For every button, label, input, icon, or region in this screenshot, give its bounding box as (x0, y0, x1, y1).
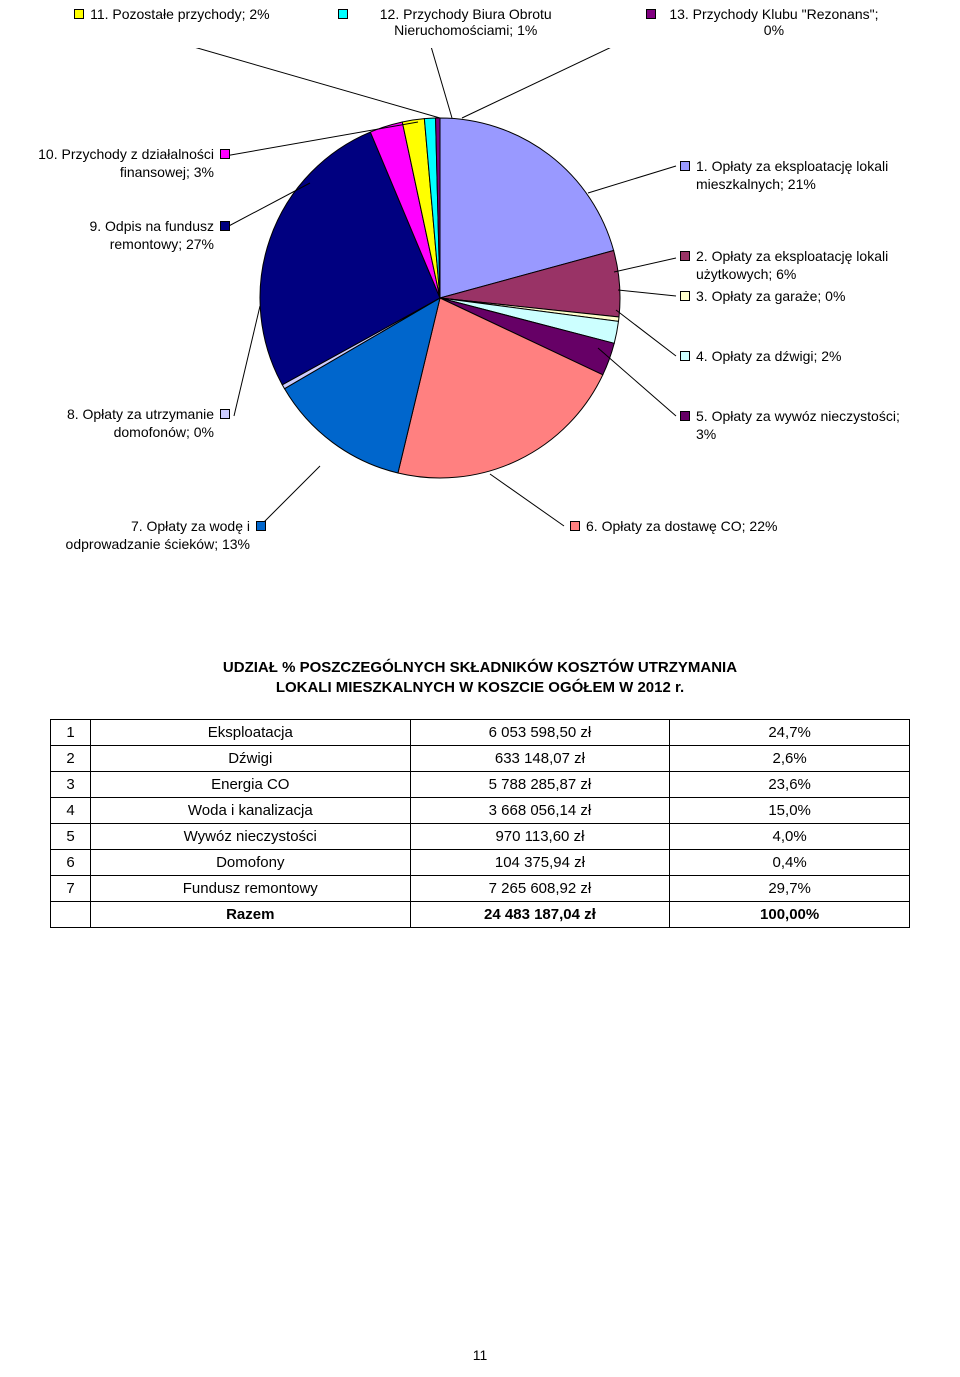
row-name: Energia CO (90, 771, 410, 797)
callout-label: 7. Opłaty za wodę i odprowadzanie ściekó… (56, 518, 250, 553)
leader-line (430, 48, 452, 118)
page-number: 11 (0, 1347, 960, 1363)
callout-swatch (680, 161, 690, 171)
callout-swatch (220, 409, 230, 419)
legend-label: 12. Przychody Biura Obrotu Nieruchomości… (354, 6, 578, 38)
callout-swatch (570, 521, 580, 531)
row-name: Woda i kanalizacja (90, 797, 410, 823)
row-index: 6 (51, 849, 91, 875)
callout-label: 1. Opłaty za eksploatację lokali mieszka… (696, 158, 900, 193)
callout-label: 9. Odpis na fundusz remontowy; 27% (20, 218, 214, 253)
row-name: Domofony (90, 849, 410, 875)
section-title: UDZIAŁ % POSZCZEGÓLNYCH SKŁADNIKÓW KOSZT… (100, 658, 860, 699)
row-value: 5 788 285,87 zł (410, 771, 670, 797)
row-index: 2 (51, 745, 91, 771)
callout-swatch (680, 411, 690, 421)
callout-swatch (220, 221, 230, 231)
leader-line (462, 48, 620, 118)
row-pct: 100,00% (670, 901, 910, 927)
legend-swatch (338, 9, 348, 19)
callout-label: 2. Opłaty za eksploatację lokali użytkow… (696, 248, 900, 283)
table-row: 7Fundusz remontowy7 265 608,92 zł29,7% (51, 875, 910, 901)
row-index: 3 (51, 771, 91, 797)
leader-line (180, 48, 440, 118)
callout-swatch (680, 251, 690, 261)
legend-swatch (74, 9, 84, 19)
leader-line (588, 166, 676, 193)
callout-4: 4. Opłaty za dźwigi; 2% (680, 348, 842, 366)
callout-2: 2. Opłaty za eksploatację lokali użytkow… (680, 248, 900, 283)
row-index: 5 (51, 823, 91, 849)
row-name: Eksploatacja (90, 719, 410, 745)
legend-item-12: 12. Przychody Biura Obrotu Nieruchomości… (338, 6, 578, 38)
cost-share-table: 1Eksploatacja6 053 598,50 zł24,7%2Dźwigi… (50, 719, 910, 928)
row-value: 633 148,07 zł (410, 745, 670, 771)
callout-6: 6. Opłaty za dostawę CO; 22% (570, 518, 777, 536)
pie-chart-area: 10. Przychody z działalności finansowej;… (0, 48, 960, 608)
legend-label: 13. Przychody Klubu "Rezonans"; 0% (662, 6, 886, 38)
leader-line (598, 348, 676, 416)
leader-line (234, 306, 260, 416)
leader-line (490, 474, 564, 526)
leader-line (616, 310, 676, 356)
row-value: 24 483 187,04 zł (410, 901, 670, 927)
row-pct: 0,4% (670, 849, 910, 875)
row-value: 970 113,60 zł (410, 823, 670, 849)
row-pct: 23,6% (670, 771, 910, 797)
table-row: 3Energia CO5 788 285,87 zł23,6% (51, 771, 910, 797)
row-value: 3 668 056,14 zł (410, 797, 670, 823)
row-value: 6 053 598,50 zł (410, 719, 670, 745)
legend-item-13: 13. Przychody Klubu "Rezonans"; 0% (646, 6, 886, 38)
row-pct: 24,7% (670, 719, 910, 745)
callout-5: 5. Opłaty za wywóz nieczystości; 3% (680, 408, 900, 443)
callout-7: 7. Opłaty za wodę i odprowadzanie ściekó… (56, 518, 266, 553)
callout-9: 9. Odpis na fundusz remontowy; 27% (20, 218, 230, 253)
callout-10: 10. Przychody z działalności finansowej;… (20, 146, 230, 181)
callout-label: 5. Opłaty za wywóz nieczystości; 3% (696, 408, 900, 443)
row-index: 7 (51, 875, 91, 901)
callout-label: 10. Przychody z działalności finansowej;… (20, 146, 214, 181)
row-pct: 2,6% (670, 745, 910, 771)
callout-swatch (680, 291, 690, 301)
legend-item-11: 11. Pozostałe przychody; 2% (74, 6, 270, 38)
table-row: 2Dźwigi633 148,07 zł2,6% (51, 745, 910, 771)
legend-swatch (646, 9, 656, 19)
row-index: 1 (51, 719, 91, 745)
callout-label: 6. Opłaty za dostawę CO; 22% (586, 518, 777, 536)
table-row: 6Domofony104 375,94 zł0,4% (51, 849, 910, 875)
row-value: 104 375,94 zł (410, 849, 670, 875)
callout-8: 8. Opłaty za utrzymanie domofonów; 0% (20, 406, 230, 441)
top-legend-row: 11. Pozostałe przychody; 2% 12. Przychody… (0, 0, 960, 48)
row-pct: 4,0% (670, 823, 910, 849)
row-name: Fundusz remontowy (90, 875, 410, 901)
row-pct: 29,7% (670, 875, 910, 901)
row-index: 4 (51, 797, 91, 823)
callout-label: 4. Opłaty za dźwigi; 2% (696, 348, 842, 366)
callout-1: 1. Opłaty za eksploatację lokali mieszka… (680, 158, 900, 193)
leader-line (614, 258, 676, 272)
row-pct: 15,0% (670, 797, 910, 823)
section-title-line1: UDZIAŁ % POSZCZEGÓLNYCH SKŁADNIKÓW KOSZT… (223, 659, 737, 676)
callout-label: 8. Opłaty za utrzymanie domofonów; 0% (20, 406, 214, 441)
callout-3: 3. Opłaty za garaże; 0% (680, 288, 845, 306)
table-row: 5Wywóz nieczystości970 113,60 zł4,0% (51, 823, 910, 849)
table-row: 1Eksploatacja6 053 598,50 zł24,7% (51, 719, 910, 745)
row-value: 7 265 608,92 zł (410, 875, 670, 901)
row-name: Razem (90, 901, 410, 927)
row-index (51, 901, 91, 927)
row-name: Wywóz nieczystości (90, 823, 410, 849)
leader-line (260, 466, 320, 526)
leader-line (618, 290, 676, 296)
table-row: 4Woda i kanalizacja3 668 056,14 zł15,0% (51, 797, 910, 823)
callout-swatch (256, 521, 266, 531)
row-name: Dźwigi (90, 745, 410, 771)
table-row-sum: Razem24 483 187,04 zł100,00% (51, 901, 910, 927)
legend-label: 11. Pozostałe przychody; 2% (90, 6, 270, 22)
section-title-line2: LOKALI MIESZKALNYCH W KOSZCIE OGÓŁEM W 2… (276, 679, 684, 696)
callout-label: 3. Opłaty za garaże; 0% (696, 288, 845, 306)
callout-swatch (220, 149, 230, 159)
callout-swatch (680, 351, 690, 361)
